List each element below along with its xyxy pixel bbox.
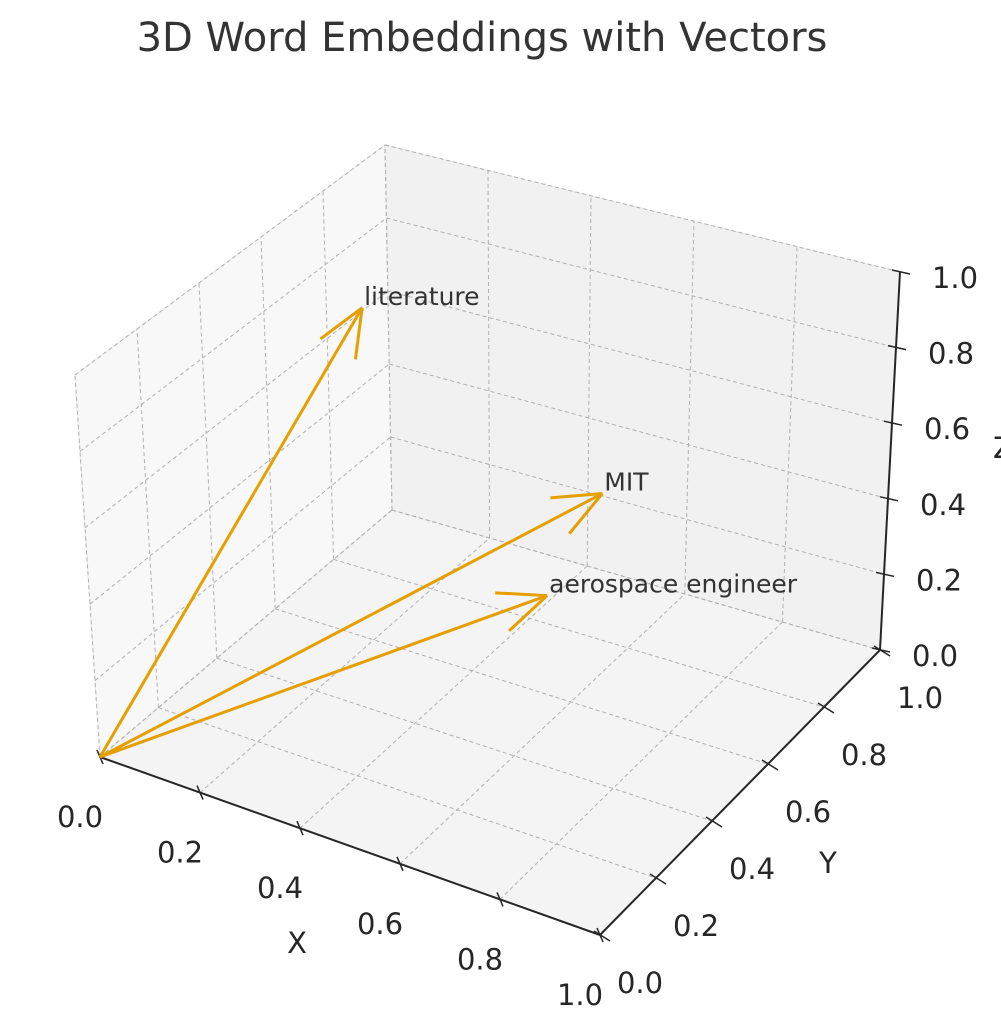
grid-line [299, 565, 588, 829]
x-tick [296, 820, 304, 836]
x-tick [196, 785, 204, 800]
grid-line [79, 217, 387, 452]
z-tick-label: 1.0 [932, 261, 978, 295]
x-tick-label: 0.2 [157, 836, 203, 870]
grid-line [74, 374, 101, 758]
grid-line [384, 144, 901, 273]
x-tick-label: 1.0 [557, 978, 603, 1012]
grid-line [89, 363, 390, 605]
grid-line [199, 537, 490, 793]
y-tick [705, 816, 723, 828]
x-tick-label: 0.4 [257, 871, 303, 905]
grid-line [399, 593, 686, 865]
chart-title: 3D Word Embeddings with Vectors [137, 15, 828, 61]
grid-line [94, 436, 391, 681]
vector-shaft [98, 307, 364, 758]
z-tick [879, 496, 899, 502]
arrow-head [353, 307, 364, 360]
grid-line [74, 144, 386, 376]
grid-line [275, 608, 769, 765]
grid-line [322, 190, 335, 560]
grid-line [684, 221, 695, 595]
arrow-head [507, 594, 549, 633]
z-tick-label: 0.6 [924, 412, 970, 446]
y-tick-label: 0.4 [729, 852, 775, 886]
grid-line [390, 436, 885, 575]
grid-line [84, 290, 389, 529]
arrow-head [319, 306, 364, 341]
y-tick-label: 0.8 [841, 738, 887, 772]
vector-shaft [99, 594, 548, 759]
z-tick [875, 571, 895, 578]
z-axis-label: Z [993, 431, 1001, 465]
z-tick-label: 0.0 [912, 639, 958, 673]
grid-line [499, 621, 783, 900]
x-axis [99, 756, 601, 936]
y-tick [817, 702, 835, 714]
x-tick-label: 0.0 [57, 800, 103, 834]
z-tick [887, 344, 907, 351]
grid-line [389, 363, 889, 500]
arrow-head [495, 591, 548, 598]
x-tick [396, 856, 404, 872]
z-tick [871, 647, 891, 653]
vector-label: aerospace engineer [549, 570, 798, 599]
y-axis-label: Y [818, 846, 837, 880]
grid-line [158, 707, 657, 879]
z-tick-label: 0.2 [916, 563, 962, 597]
arrow-head [568, 492, 604, 535]
y-tick-label: 0.2 [673, 909, 719, 943]
grid-line [391, 509, 881, 651]
y-tick [649, 873, 667, 885]
y-axis [599, 649, 881, 936]
vector-label: literature [364, 282, 479, 311]
x-axis-label: X [287, 926, 307, 960]
vector-shaft [99, 492, 604, 759]
y-tick [761, 759, 779, 771]
y-tick [873, 645, 891, 657]
y-tick [593, 930, 611, 942]
grid-line [333, 558, 825, 708]
grid-line [384, 144, 393, 511]
z-tick [883, 420, 903, 426]
y-tick-label: 1.0 [897, 681, 943, 715]
z-axis [879, 271, 901, 651]
vector-label: MIT [604, 468, 649, 497]
arrow-head [550, 492, 603, 500]
x-tick-label: 0.8 [457, 942, 503, 976]
y-tick-label: 0.0 [617, 966, 663, 1000]
grid-line [260, 236, 276, 609]
x-tick [496, 892, 504, 907]
grid-line [136, 328, 159, 708]
grid-line [386, 217, 897, 349]
grid-line [387, 290, 893, 424]
grid-line [586, 195, 592, 567]
z-tick-label: 0.4 [920, 488, 966, 522]
grid-line [487, 170, 491, 539]
z-tick-label: 0.8 [928, 337, 974, 371]
z-tick [891, 269, 911, 275]
grid-line [99, 509, 393, 758]
y-tick-label: 0.6 [785, 795, 831, 829]
x-tick-label: 0.6 [357, 907, 403, 941]
